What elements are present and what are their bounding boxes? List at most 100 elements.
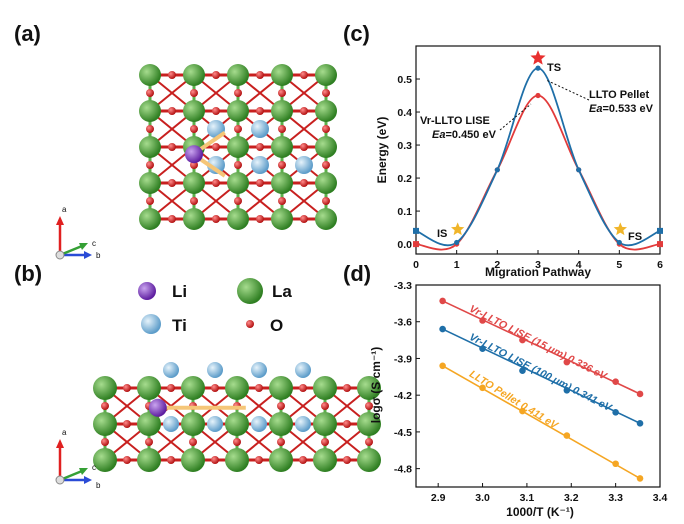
- y-axis-title: logσ (S cm⁻¹): [369, 347, 383, 424]
- y-ticks: -3.3 -3.6 -3.9 -4.2 -4.5 -4.8: [394, 280, 420, 476]
- li-atom: [148, 398, 167, 417]
- legend-o: O: [270, 316, 283, 335]
- la-atom: [183, 100, 205, 122]
- o-atom: [212, 215, 220, 223]
- o-atom: [168, 179, 176, 187]
- y-tick-label: -4.2: [394, 390, 412, 402]
- crystal-structure-side: [93, 362, 381, 472]
- x-tick-label: 3: [535, 259, 541, 271]
- axis-label-c: c: [92, 239, 96, 248]
- o-atom: [212, 143, 220, 151]
- o-atom: [343, 456, 351, 464]
- o-atom: [277, 438, 285, 446]
- li-atom: [185, 145, 203, 164]
- data-point: [612, 378, 619, 386]
- ti-atom: [295, 416, 311, 432]
- o-atom: [190, 89, 198, 97]
- la-atom: [183, 208, 205, 230]
- o-atom: [300, 71, 308, 79]
- o-atom: [123, 456, 131, 464]
- ti-atom: [251, 120, 269, 138]
- la-atom: [269, 376, 293, 400]
- la-atom: [137, 376, 161, 400]
- pellet-ea: Ea=0.533 eV: [589, 103, 654, 115]
- o-atom: [167, 384, 175, 392]
- o-atom: [146, 125, 154, 133]
- o-atom: [123, 384, 131, 392]
- data-point: [439, 325, 446, 333]
- ti-atom: [251, 156, 269, 174]
- o-atom: [168, 107, 176, 115]
- o-atom: [322, 161, 330, 169]
- data-point: [413, 227, 419, 234]
- la-atom: [225, 412, 249, 436]
- is-label: IS: [437, 228, 447, 240]
- data-point: [479, 384, 486, 392]
- o-atom: [300, 179, 308, 187]
- o-atom: [146, 197, 154, 205]
- la-atom: [227, 208, 249, 230]
- arrhenius-chart: -3.3 -3.6 -3.9 -4.2 -4.5 -4.8 2.9 3.0 3.1 3.2 3.3…: [369, 280, 667, 519]
- data-point: [657, 227, 663, 234]
- la-atom: [139, 64, 161, 86]
- o-atom: [321, 438, 329, 446]
- o-atom: [234, 125, 242, 133]
- o-atom: [211, 456, 219, 464]
- la-atom: [137, 448, 161, 472]
- la-atom: [271, 64, 293, 86]
- la-atom: [313, 376, 337, 400]
- migration-arrow: [197, 130, 226, 153]
- o-atom: [322, 125, 330, 133]
- data-point: [563, 432, 571, 439]
- la-atom: [139, 208, 161, 230]
- legend-ti: Ti: [172, 316, 187, 335]
- la-atom: [183, 64, 205, 86]
- x-ticks: 2.9 3.0 3.1 3.2 3.3 3.4: [431, 483, 667, 504]
- la-atom: [139, 100, 161, 122]
- o-atom: [278, 89, 286, 97]
- panel-label-c: (c): [343, 21, 370, 46]
- o-atom: [212, 107, 220, 115]
- plot-frame: [415, 45, 661, 255]
- o-atom: [300, 215, 308, 223]
- data-point: [535, 92, 541, 99]
- la-atom: [139, 172, 161, 194]
- o-atom: [168, 143, 176, 151]
- o-atom: [190, 125, 198, 133]
- data-point: [535, 65, 541, 71]
- o-atom: [168, 215, 176, 223]
- y-tick-label: -4.8: [394, 464, 412, 476]
- x-tick-label: 3.3: [608, 492, 623, 504]
- fit-line: [442, 365, 641, 480]
- data-point: [612, 409, 619, 416]
- o-atom: [278, 125, 286, 133]
- y-tick-label: 0.2: [397, 173, 412, 185]
- o-atom: [365, 402, 373, 410]
- o-atom: [256, 71, 264, 79]
- la-atom: [225, 448, 249, 472]
- fit-line: [442, 328, 641, 425]
- o-atom: [211, 384, 219, 392]
- data-point: [576, 167, 582, 173]
- o-atom: [255, 456, 263, 464]
- la-atom: [181, 376, 205, 400]
- ts-star-icon: [530, 50, 546, 65]
- x-tick-label: 3.2: [564, 492, 579, 504]
- ti-atom: [251, 362, 267, 378]
- o-atom: [190, 197, 198, 205]
- y-tick-label: -3.9: [394, 353, 412, 365]
- la-atom: [271, 208, 293, 230]
- data-point: [636, 420, 644, 427]
- la-atom: [357, 412, 381, 436]
- o-atom: [234, 161, 242, 169]
- o-atom: [299, 384, 307, 392]
- y-tick-label: 0.4: [397, 107, 412, 119]
- o-atom: [322, 89, 330, 97]
- o-atom: [343, 420, 351, 428]
- o-atom: [300, 143, 308, 151]
- la-atom: [227, 136, 249, 158]
- data-point: [494, 167, 500, 173]
- data-point: [439, 362, 446, 370]
- data-point: [636, 475, 644, 482]
- ti-atom: [163, 416, 179, 432]
